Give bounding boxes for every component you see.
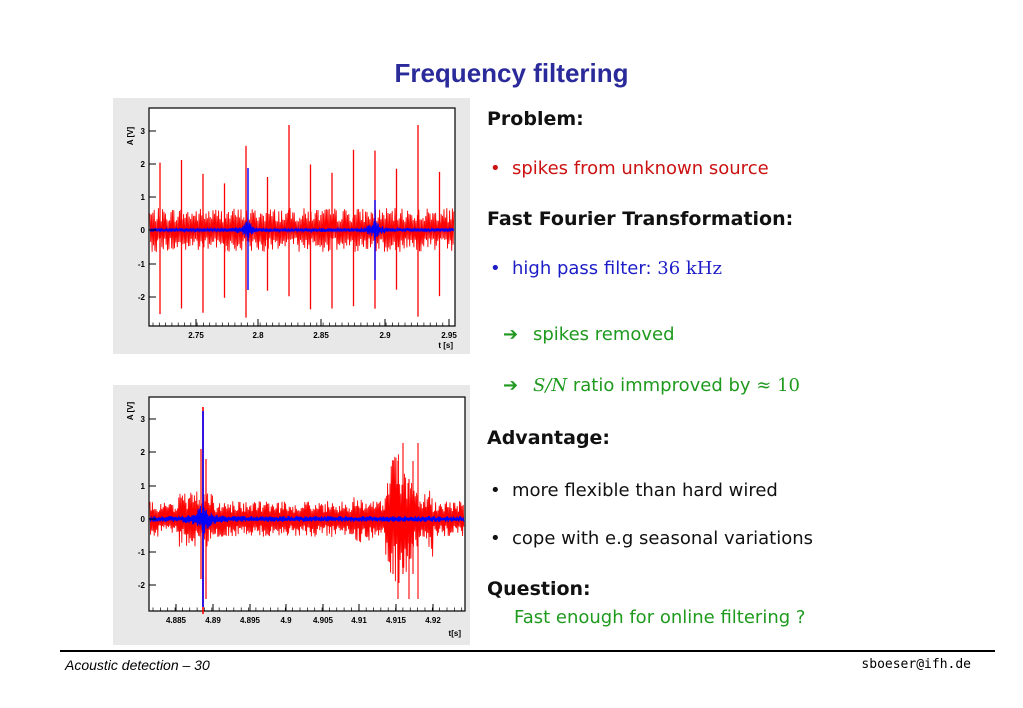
plot-bottom-x-tick: 4.91 [351,616,367,625]
plot-bottom: -2 -1 0 1 2 3 4.885 4.89 4.895 4.9 4.905 4.91 4.915… [113,385,470,645]
plot-top-x-tick: 2.8 [252,331,264,340]
plot-top-svg: -2 -1 0 1 2 3 2.75 2.8 2.85 2.9 2.95 A [V] t [s] [126,107,457,350]
plot-top-y-tick: 0 [141,226,146,235]
bullet-icon: • [490,528,501,549]
plot-top-x-tick: 2.95 [441,331,457,340]
advantage-heading: Advantage: [487,427,611,449]
problem-item-text: spikes from unknown source [512,158,769,179]
plot-bottom-x-tick: 4.89 [205,616,221,625]
result-1: ➔ spikes removed [503,324,675,345]
plot-top-y-tick: 2 [141,160,146,169]
plot-bottom-x-tick: 4.905 [313,616,334,625]
problem-item: • spikes from unknown source [490,158,769,179]
plot-bottom-x-tick: 4.92 [425,616,441,625]
slide-title: Frequency filtering [394,58,629,88]
plot-top-x-tick: 2.75 [188,331,204,340]
plot-bottom-y-tick: 2 [141,448,146,457]
plot-bottom-y-tick: 3 [141,415,146,424]
bullet-icon: • [490,258,501,279]
plot-top: -2 -1 0 1 2 3 2.75 2.8 2.85 2.9 2.95 A [V] t [s] [113,98,470,354]
fft-item: • high pass filter: 36 kHz [490,258,722,279]
plot-bottom-svg: -2 -1 0 1 2 3 4.885 4.89 4.895 4.9 4.905 4.91 4.915… [126,396,466,638]
result-1-text: spikes removed [533,324,675,345]
plot-bottom-x-tick: 4.885 [166,616,187,625]
footer-divider [60,650,995,652]
plot-top-x-tick: 2.85 [313,331,329,340]
plot-bottom-y-tick: 0 [141,515,146,524]
plot-bottom-y-tick: -2 [138,581,146,590]
plot-top-y-tick: -2 [138,293,146,302]
advantage-item: • cope with e.g seasonal variations [490,528,813,549]
advantage-item-text: cope with e.g seasonal variations [512,528,813,549]
plot-bottom-x-axis: 4.885 4.89 4.895 4.9 4.905 4.91 4.915 4.92 [152,604,463,625]
plot-top-y-tick: 1 [141,193,146,202]
plot-bottom-x-tick: 4.9 [280,616,292,625]
plot-bottom-y-tick: 1 [141,482,146,491]
question-heading: Question: [487,578,591,600]
plot-top-y-tick: 3 [141,127,146,136]
footer-left: Acoustic detection – 30 [65,657,210,673]
bullet-icon: • [490,158,501,179]
plot-top-y-tick: -1 [138,260,146,269]
result-2: ➔ S/N ratio immproved by ≈ 10 [503,375,800,396]
question-text: Fast enough for online filtering ? [514,607,806,628]
result-2-approx: ≈ 10 [756,375,801,396]
result-2-math: S/N [533,375,568,396]
plot-bottom-y-tick: -1 [138,548,146,557]
arrow-right-icon: ➔ [503,324,519,345]
plot-bottom-x-tick: 4.915 [386,616,407,625]
plot-bottom-x-tick: 4.895 [240,616,261,625]
advantage-item-text: more flexible than hard wired [512,480,778,501]
fft-item-value: 36 [657,258,681,279]
plot-top-x-axis: 2.75 2.8 2.85 2.9 2.95 [152,319,457,340]
fft-item-text: high pass filter: [512,258,658,279]
bullet-icon: • [490,480,501,501]
problem-heading: Problem: [487,108,584,130]
plot-top-y-axis: -2 -1 0 1 2 3 [138,127,156,302]
advantage-item: • more flexible than hard wired [490,480,778,501]
plot-top-ylabel: A [V] [126,126,135,145]
fft-item-unit: kHz [685,258,722,279]
arrow-right-icon: ➔ [503,375,519,396]
plot-bottom-ylabel: A [V] [126,401,135,420]
result-2-text: ratio immproved by [567,375,757,396]
plot-top-xlabel: t [s] [438,341,453,350]
plot-bottom-y-axis: -2 -1 0 1 2 3 [138,415,156,590]
plot-bottom-xlabel: t[s] [449,629,462,638]
plot-top-x-tick: 2.9 [379,331,391,340]
footer-right: sboeser@ifh.de [861,657,971,672]
fft-heading: Fast Fourier Transformation: [487,208,794,230]
